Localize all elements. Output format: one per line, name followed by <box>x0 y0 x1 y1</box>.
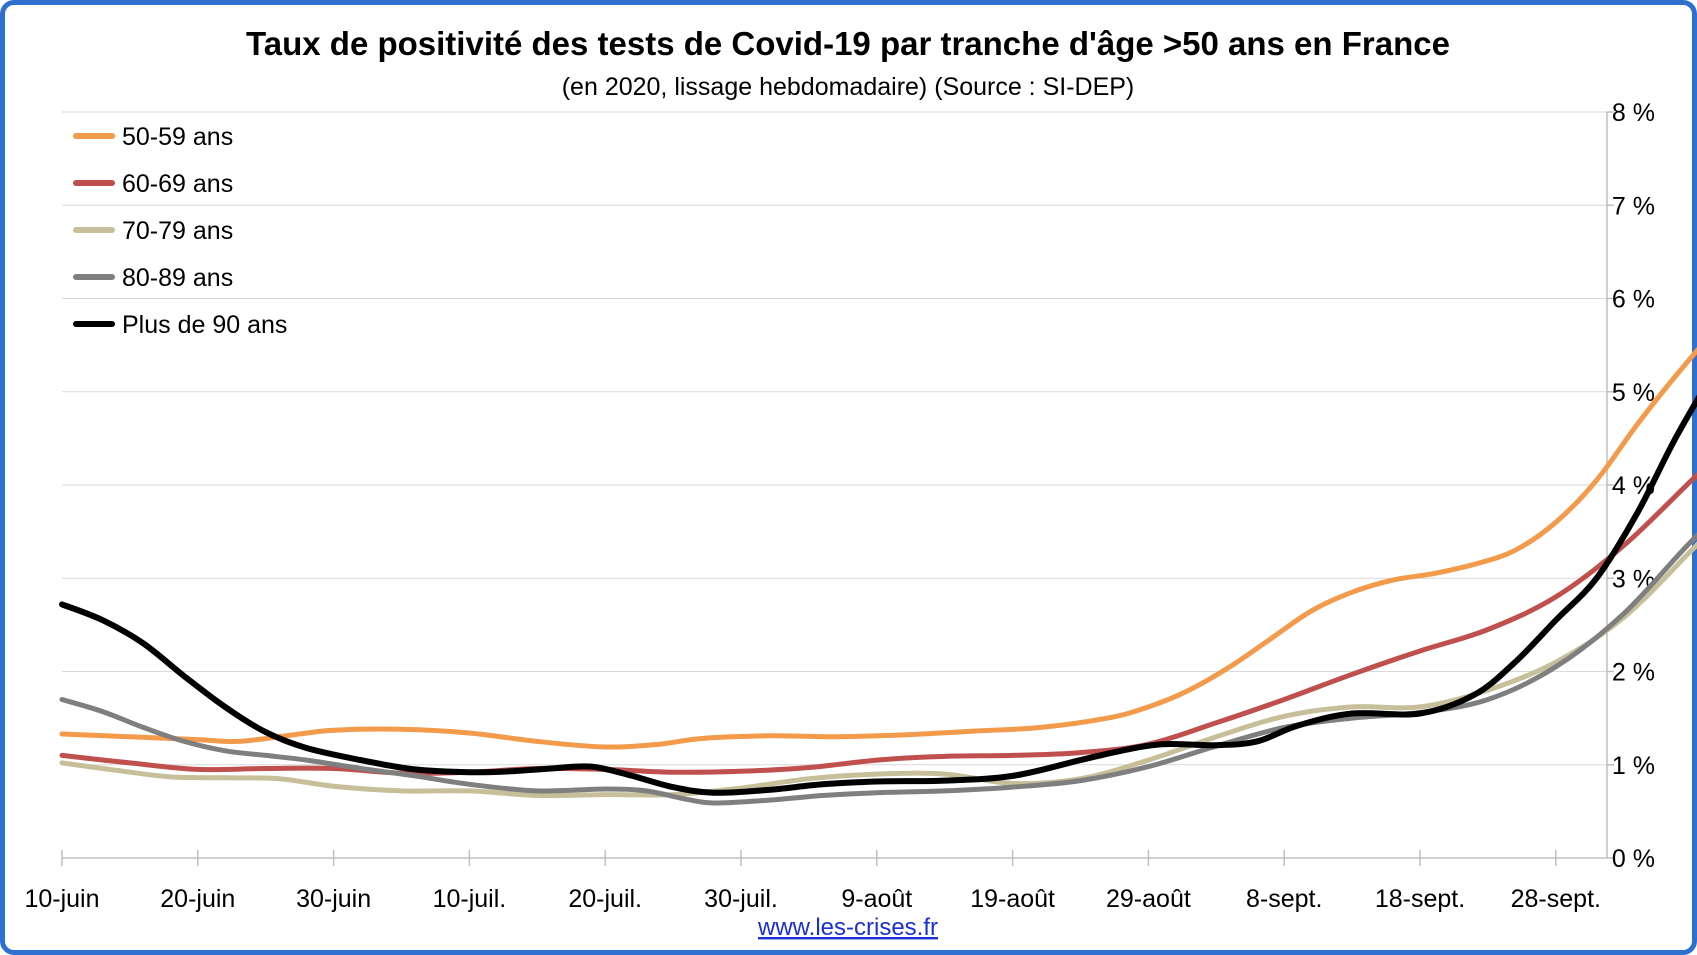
x-tick-label: 20-juil. <box>568 885 642 913</box>
x-tick-label: 20-juin <box>160 885 235 913</box>
y-tick-label: 0 % <box>1612 845 1655 873</box>
chart-title: Taux de positivité des tests de Covid-19… <box>246 25 1450 62</box>
axes <box>61 111 1614 866</box>
y-tick-label: 7 % <box>1612 192 1655 220</box>
y-tick-label: 2 % <box>1612 659 1655 687</box>
series-lines <box>59 346 1697 806</box>
y-tick-labels: 0 %1 %2 %3 %4 %5 %6 %7 %8 % <box>1612 99 1655 873</box>
legend-label: Plus de 90 ans <box>122 311 287 339</box>
series-line <box>59 346 1697 750</box>
y-tick-label: 8 % <box>1612 99 1655 127</box>
series-line <box>59 531 1697 806</box>
legend-label: 60-69 ans <box>122 170 233 198</box>
y-tick-label: 1 % <box>1612 752 1655 780</box>
legend-label: 50-59 ans <box>122 123 233 151</box>
legend: 50-59 ans 60-69 ans 70-79 ans 80-89 ans Plus… <box>73 123 287 339</box>
y-tick-label: 6 % <box>1612 286 1655 314</box>
x-tick-labels: 10-juin 20-juin 30-juin 10-juil. 20-juil. 30-… <box>24 885 1601 913</box>
legend-label: 80-89 ans <box>122 264 233 292</box>
series-line <box>59 471 1697 776</box>
x-tick-label: 30-juin <box>296 885 371 913</box>
x-tick-label: 29-août <box>1106 885 1191 913</box>
x-tick-label: 10-juin <box>24 885 99 913</box>
gridlines <box>62 111 1607 766</box>
x-tick-label: 10-juil. <box>433 885 507 913</box>
x-tick-label: 30-juil. <box>704 885 778 913</box>
legend-label: 70-79 ans <box>122 217 233 245</box>
chart-subtitle: (en 2020, lissage hebdomadaire) (Source … <box>562 73 1135 101</box>
x-tick-label: 19-août <box>970 885 1055 913</box>
series-line <box>59 541 1697 799</box>
x-tick-label: 28-sept. <box>1511 885 1601 913</box>
x-tick-label: 18-sept. <box>1375 885 1465 913</box>
y-tick-label: 5 % <box>1612 379 1655 407</box>
series-line <box>59 394 1697 796</box>
x-tick-label: 8-sept. <box>1246 885 1322 913</box>
x-tick-label: 9-août <box>841 885 912 913</box>
source-link[interactable]: www.les-crises.fr <box>757 914 938 941</box>
